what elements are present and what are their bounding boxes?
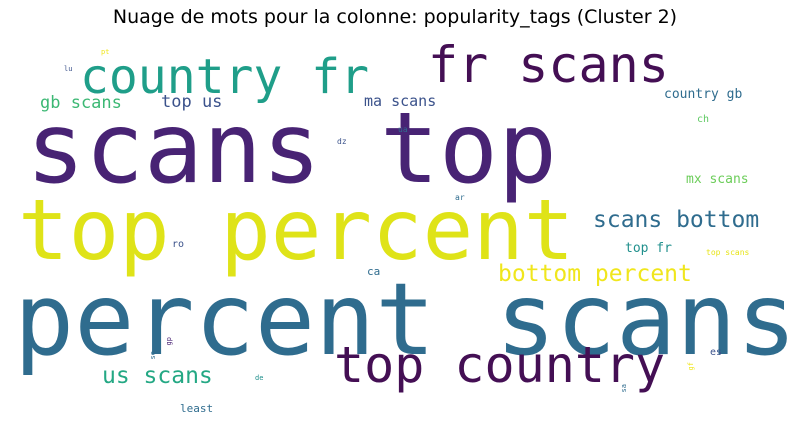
word-country-fr: country fr: [80, 49, 369, 105]
word-least: least: [180, 402, 214, 415]
word-bottom-percent: bottom percent: [498, 261, 692, 287]
word-top-percent: top percent: [18, 181, 575, 279]
word-percent-scans: percent scans: [14, 261, 790, 378]
word-fr-scans: fr scans: [428, 36, 669, 94]
word-ch: ch: [697, 114, 710, 125]
word-sa: sa: [620, 384, 628, 393]
word-mx-scans: mx scans: [686, 172, 749, 187]
word-gf: gf: [687, 362, 695, 371]
word-gb-scans: gb scans: [40, 93, 122, 113]
word-us-scans: us scans: [102, 363, 213, 389]
word-ma-scans: ma scans: [364, 92, 437, 110]
chart-title: Nuage de mots pour la colonne: popularit…: [112, 6, 678, 28]
word-es: es: [710, 347, 723, 358]
word-se: se: [149, 351, 157, 360]
word-ca: ca: [367, 265, 381, 278]
word-ro: ro: [172, 239, 185, 250]
word-top-us: top us: [161, 92, 223, 112]
word-top-scans: top scans: [706, 248, 750, 257]
word-pt: pt: [101, 48, 110, 56]
word-scans-bottom: scans bottom: [593, 207, 760, 233]
word-lu: lu: [64, 65, 73, 73]
word-ar: ar: [455, 193, 465, 202]
word-ua: ua: [398, 125, 408, 134]
word-top-fr: top fr: [625, 241, 672, 256]
word-dz: dz: [337, 137, 347, 146]
word-scans-top: scans top: [26, 92, 558, 206]
word-de: de: [255, 374, 264, 382]
word-gp: gp: [165, 337, 173, 346]
word-country-gb: country gb: [664, 87, 743, 102]
word-top-country: top country: [334, 336, 666, 394]
